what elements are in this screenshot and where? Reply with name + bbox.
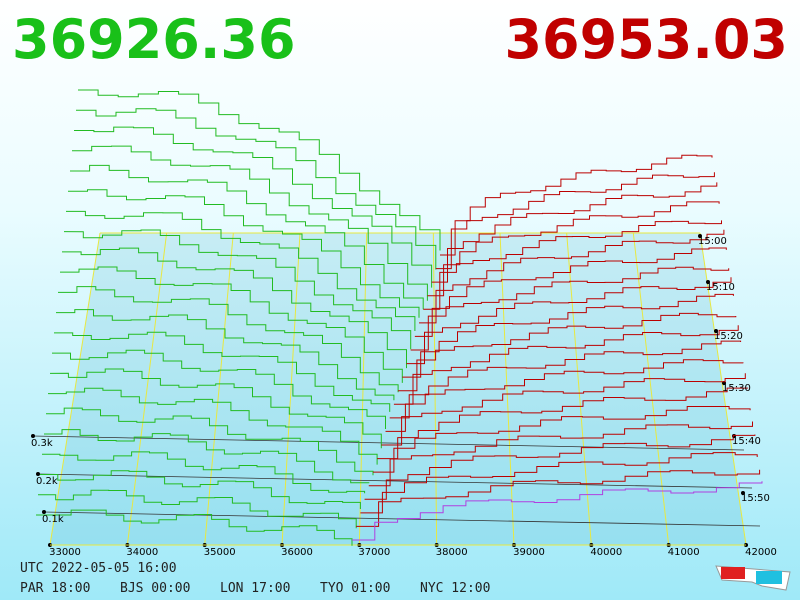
grid-line [499,232,515,546]
bid-stair [45,407,374,476]
bid-stair [61,247,407,369]
ask-stair [406,277,732,365]
zone-time: BJS 00:00 [120,581,190,596]
tick-dot [31,434,35,438]
bid-stair [71,145,428,301]
ask-stair [440,154,713,256]
tick-dot [706,280,710,284]
ask-stair [360,452,758,514]
grid-line [126,232,168,546]
bid-stair [36,509,353,546]
zone-time: LON 17:00 [220,581,290,596]
price-label: 37000 [358,547,390,558]
time-label: 15:50 [741,493,770,504]
ask-stair [377,387,749,460]
tick-dot [36,472,40,476]
price-label: 36000 [281,547,313,558]
axis-labels: 33000 34000 35000 36000 37000 38000 39000 40000… [31,236,777,558]
ask-stair [414,247,727,337]
ask-price: 36953.03 [504,8,788,71]
ask-stair [402,293,734,378]
bid-stair [65,210,416,331]
ask-stair [352,481,763,541]
price-label: 39000 [513,547,545,558]
ask-stair [419,229,725,324]
time-label: 15:00 [698,236,727,247]
ask-stair [398,312,737,392]
grid-line [632,232,670,546]
grid-line [49,232,101,546]
ask-stair [427,201,720,297]
bid-stair [78,89,441,251]
price-label: 38000 [436,547,468,558]
bid-stair [73,126,433,288]
ask-stair [356,469,761,527]
bid-stair [75,108,437,270]
bid-stair [41,451,366,494]
ask-stair [393,325,739,405]
ask-stair [364,434,756,500]
bid-stair [69,164,424,310]
depth-label: 0.2k [36,476,58,487]
tick-dot [741,491,745,495]
time-label: 15:20 [714,331,743,342]
grid-line [699,232,747,546]
zone-time: NYC 12:00 [420,581,490,596]
grid [31,232,761,547]
bid-stair [57,286,399,393]
zone-time: PAR 18:00 [20,581,90,596]
grid-line [281,232,301,546]
bid-stair [51,349,386,429]
depth-lines [36,89,763,546]
ask-stair [381,373,746,446]
bid-stair [39,470,361,509]
ask-stair [431,182,718,283]
bid-stair [47,387,378,465]
price-label: 33000 [49,547,81,558]
grid-line [204,232,234,546]
price-label: 35000 [204,547,236,558]
time-label: 15:40 [732,436,761,447]
price-label: 40000 [590,547,622,558]
time-label: 15:30 [722,383,751,394]
grid-line [432,232,438,546]
bid-price: 36926.36 [12,8,296,71]
price-label: 41000 [668,547,700,558]
bid-stair [49,368,382,449]
tick-dot [698,234,702,238]
depth-line [37,473,753,489]
price-label: 34000 [126,547,158,558]
price-label: 42000 [745,547,777,558]
tick-dot [42,510,46,514]
bid-stair [67,189,420,318]
depth-label: 0.1k [42,514,64,525]
depth-line [32,435,745,451]
bid-stair [59,266,403,383]
tick-dot [714,329,718,333]
bid-stair [43,429,370,484]
bid-stair [53,331,391,412]
bid-stair [63,229,412,350]
ask-stair [385,359,744,432]
depth-label: 0.3k [31,438,53,449]
ask-stair [423,220,722,310]
bid-stair [37,489,357,529]
zone-time: TYO 01:00 [320,581,390,596]
glasses-icon [715,565,791,591]
ask-stair [410,266,730,351]
utc-time: UTC 2022-05-05 16:00 [20,561,177,576]
ask-stair [368,421,753,487]
ask-stair [435,172,715,270]
bid-stair [55,309,395,401]
grid-line [566,232,592,546]
ask-stair [372,406,751,473]
ask-stair [389,340,742,419]
time-label: 15:10 [706,282,735,293]
